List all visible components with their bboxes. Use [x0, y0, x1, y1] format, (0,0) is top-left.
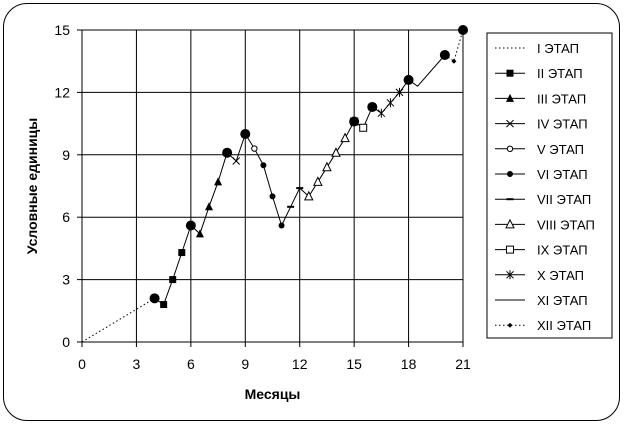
open-triangle-marker [313, 176, 323, 186]
series-line-12 [444, 29, 464, 63]
legend-label: IV ЭТАП [537, 117, 588, 132]
highlight-point [222, 147, 233, 158]
legend-label: I ЭТАП [537, 41, 579, 56]
series-line-3 [190, 152, 228, 235]
open-triangle-marker [331, 147, 341, 157]
square-marker [178, 249, 186, 257]
highlight-point [240, 129, 251, 139]
legend-label: V ЭТАП [537, 142, 584, 157]
open-triangle-marker [505, 218, 515, 229]
star-marker [377, 108, 386, 118]
legend-label: X ЭТАП [537, 268, 584, 283]
star-marker [395, 87, 404, 97]
highlight-point [403, 74, 414, 85]
x-tick-label: 3 [133, 356, 141, 372]
legend-label: VII ЭТАП [537, 192, 591, 207]
legend-label: III ЭТАП [537, 91, 586, 106]
triangle-marker [214, 177, 223, 186]
x-tick-label: 12 [292, 356, 308, 372]
star-marker [506, 270, 514, 280]
legend-label: IX ЭТАП [537, 243, 588, 258]
circle-marker [507, 171, 513, 177]
series-line-2 [154, 225, 192, 306]
triangle-marker [205, 202, 213, 211]
diamond-marker [507, 322, 513, 328]
legend: I ЭТАП II ЭТАП III ЭТАП IV ЭТАП V ЭТАП VI ЭТА… [486, 32, 613, 339]
circle-marker [269, 193, 276, 200]
legend-label: VIII ЭТАП [537, 217, 595, 232]
highlight-point [458, 25, 468, 35]
diamond-marker [451, 58, 457, 64]
square-marker [169, 276, 177, 284]
square-marker [506, 69, 514, 77]
triangle-marker [195, 229, 204, 238]
x-marker [232, 157, 241, 165]
circle-marker [260, 162, 267, 169]
y-tick-label: 12 [54, 84, 70, 100]
highlight-point [349, 116, 360, 127]
series-markers [160, 27, 466, 309]
series-line-1 [81, 297, 155, 343]
y-tick-label: 0 [62, 334, 70, 350]
x-tick-label: 0 [78, 356, 86, 372]
highlight-point [367, 101, 378, 112]
x-axis-title: Месяцы [245, 386, 301, 402]
legend-label: II ЭТАП [537, 66, 583, 81]
x-tick-label: 9 [241, 356, 249, 372]
x-marker-stroke [506, 119, 514, 128]
x-marker [506, 119, 514, 128]
open-triangle-marker [340, 132, 350, 143]
legend-label: XI ЭТАП [537, 293, 588, 308]
plot-area [81, 29, 464, 343]
triangle-marker [506, 93, 514, 102]
star-marker [386, 98, 395, 108]
legend-label: XII ЭТАП [537, 318, 591, 333]
open-square-marker [506, 245, 514, 254]
y-tick-label: 3 [62, 272, 70, 288]
open-triangle-marker [303, 190, 314, 201]
y-tick-label: 15 [54, 22, 70, 38]
open-triangle-marker [322, 161, 332, 172]
y-tick-label: 6 [62, 209, 70, 225]
series-line-6 [253, 148, 283, 226]
legend-label: VI ЭТАП [537, 167, 588, 182]
square-marker [160, 301, 168, 309]
y-tick-label: 9 [62, 147, 70, 163]
tick-labels: 0 3 6 9 12 15 0 3 6 9 12 15 18 21 [54, 22, 471, 372]
highlight-point [185, 220, 196, 231]
x-marker-stroke [232, 157, 241, 165]
axes [77, 29, 464, 347]
x-tick-label: 6 [187, 356, 195, 372]
highlight-point [149, 293, 160, 304]
series-line-8 [299, 137, 346, 198]
x-tick-label: 18 [401, 356, 417, 372]
y-axis-title: Условные единицы [24, 118, 40, 254]
legend-box [486, 32, 613, 339]
highlight-point [439, 49, 450, 60]
open-square-marker [359, 123, 368, 132]
series-line-11 [399, 54, 446, 93]
x-tick-label: 21 [455, 356, 471, 372]
open-circle-marker [251, 145, 258, 152]
x-tick-label: 15 [346, 356, 362, 372]
open-circle-marker [506, 145, 514, 153]
circle-marker [278, 222, 285, 229]
highlight-points [149, 25, 468, 304]
